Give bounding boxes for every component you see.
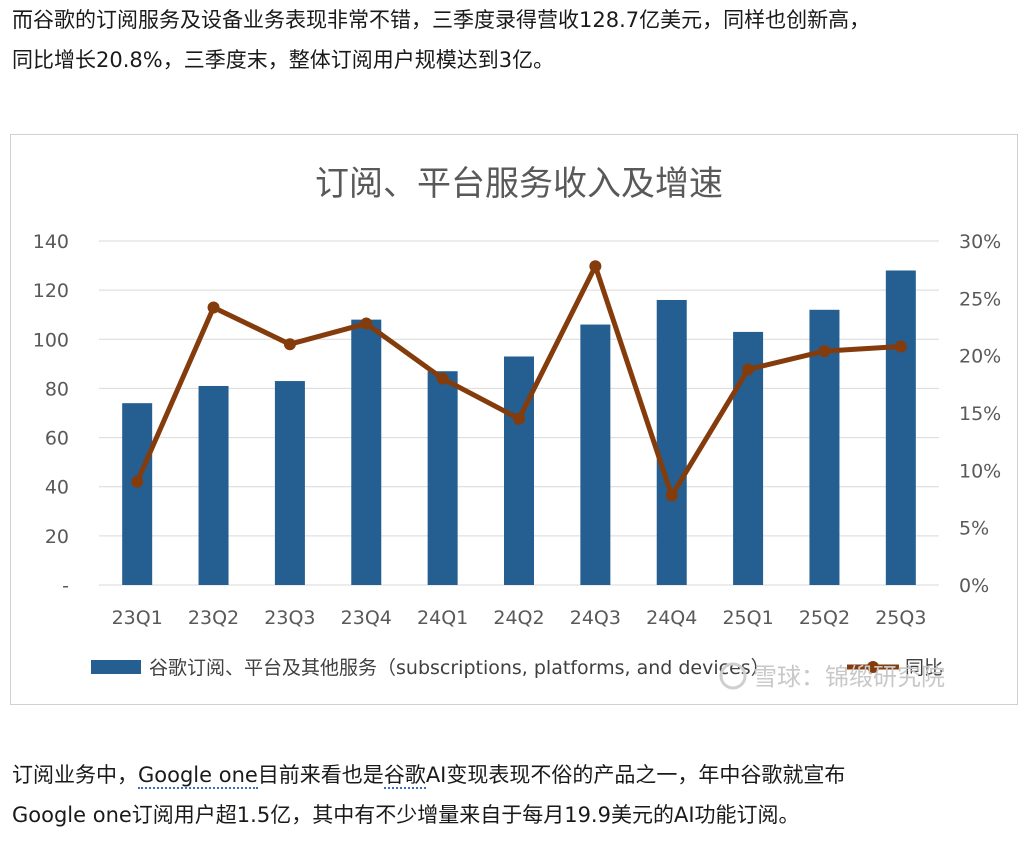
y-left-tick-label: 20 (45, 526, 69, 548)
bar (427, 371, 458, 585)
legend-line-marker (867, 661, 879, 673)
line-point (513, 412, 525, 425)
legend-bar-swatch (91, 660, 141, 674)
y-left-tick-label: 120 (33, 280, 69, 302)
bar (580, 324, 611, 585)
y-left-tick-label: 80 (45, 378, 69, 400)
y-right-tick-label: 5% (959, 518, 989, 540)
bar (198, 385, 229, 585)
x-tick-label: 25Q1 (722, 607, 773, 629)
y-right-tick-label: 10% (959, 460, 1001, 482)
x-tick-label: 23Q3 (264, 607, 315, 629)
chart-figure: 订阅、平台服务收入及增速 - 20 40 60 80 100 120 140 0% 5% 10% 15%… (10, 134, 1018, 705)
paragraph-line: Google one订阅用户超1.5亿，其中有不少增量来自于每月19.9美元的A… (12, 803, 800, 827)
x-tick-label: 24Q4 (646, 607, 697, 629)
x-tick-label: 24Q3 (570, 607, 621, 629)
line-point (207, 301, 220, 314)
paragraph-line: 而谷歌的订阅服务及设备业务表现非常不错，三季度录得营收128.7亿美元，同样也创… (12, 8, 871, 32)
y-left-tick-label: - (62, 575, 69, 597)
x-tick-label: 23Q4 (341, 607, 392, 629)
bar (656, 299, 687, 585)
y-right-tick-label: 25% (959, 288, 1001, 310)
paragraph-text: 目前来看也是 (257, 763, 384, 787)
line-point (283, 338, 296, 351)
y-left-tick-label: 40 (45, 477, 69, 499)
y-right-tick-label: 15% (959, 403, 1001, 425)
google-one-link[interactable]: Google one (138, 763, 258, 789)
legend-bar-label: 谷歌订阅、平台及其他服务（subscriptions, platforms, a… (149, 657, 770, 679)
line-point (818, 345, 831, 358)
x-tick-label: 25Q2 (799, 607, 850, 629)
paragraph-line: 同比增长20.8%，三季度末，整体订阅用户规模达到3亿。 (12, 48, 555, 72)
article-paragraph-2: 订阅业务中，Google one目前来看也是谷歌AI变现表现不俗的产品之一，年中… (12, 755, 845, 835)
paragraph-text: 订阅业务中， (12, 763, 138, 787)
y-right-tick-label: 0% (959, 575, 989, 597)
bar (122, 403, 153, 585)
line-point (665, 489, 678, 502)
x-tick-label: 24Q1 (417, 607, 468, 629)
line-point (742, 363, 755, 376)
line-point (131, 475, 144, 488)
google-link[interactable]: 谷歌 (383, 763, 426, 789)
paragraph-line: 订阅业务中，Google one目前来看也是谷歌AI变现表现不俗的产品之一，年中… (12, 755, 845, 795)
bar (885, 270, 916, 585)
line-point (589, 260, 602, 273)
x-tick-label: 23Q1 (112, 607, 163, 629)
y-right-tick-label: 30% (959, 231, 1001, 253)
bar (351, 319, 382, 585)
article-paragraph-1: 而谷歌的订阅服务及设备业务表现非常不错，三季度录得营收128.7亿美元，同样也创… (12, 0, 870, 80)
y-left-tick-label: 100 (33, 329, 69, 351)
chart-title: 订阅、平台服务收入及增速 (315, 164, 723, 204)
x-tick-label: 25Q3 (875, 607, 926, 629)
y-left-tick-label: 140 (33, 231, 69, 253)
line-point (360, 317, 373, 330)
watermark-logo-icon (719, 662, 747, 690)
x-tick-label: 24Q2 (493, 607, 544, 629)
line-point (894, 340, 907, 353)
legend-line-label: 同比 (905, 657, 943, 679)
bar (274, 381, 305, 585)
bar (504, 356, 534, 585)
y-left-tick-label: 60 (45, 428, 69, 450)
chart-svg: 订阅、平台服务收入及增速 - 20 40 60 80 100 120 140 0% 5% 10% 15%… (33, 164, 1002, 691)
x-tick-label: 23Q2 (188, 607, 239, 629)
line-point (436, 372, 449, 385)
y-right-tick-label: 20% (959, 346, 1001, 368)
watermark-text: 雪球：锦缎研究院 (753, 663, 945, 691)
paragraph-text: AI变现表现不俗的产品之一，年中谷歌就宣布 (425, 763, 846, 787)
